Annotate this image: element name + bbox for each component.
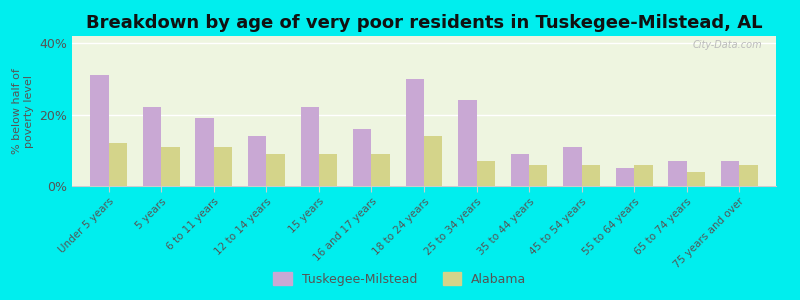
Bar [162, 147, 180, 186]
Bar [668, 161, 686, 186]
Bar [143, 107, 162, 186]
Bar [458, 100, 477, 186]
Bar [582, 165, 600, 186]
Bar [371, 154, 390, 186]
Bar [529, 165, 547, 186]
Bar [214, 147, 232, 186]
Bar [195, 118, 214, 186]
Bar [248, 136, 266, 186]
Bar [319, 154, 338, 186]
Bar [266, 154, 285, 186]
Bar [353, 129, 371, 186]
Bar [634, 165, 653, 186]
Bar [477, 161, 495, 186]
Bar [563, 147, 582, 186]
Bar [739, 165, 758, 186]
Legend: Tuskegee-Milstead, Alabama: Tuskegee-Milstead, Alabama [269, 267, 531, 291]
Bar [406, 79, 424, 186]
Title: Breakdown by age of very poor residents in Tuskegee-Milstead, AL: Breakdown by age of very poor residents … [86, 14, 762, 32]
Bar [721, 161, 739, 186]
Bar [109, 143, 127, 186]
Bar [510, 154, 529, 186]
Text: City-Data.com: City-Data.com [692, 40, 762, 50]
Y-axis label: % below half of
poverty level: % below half of poverty level [12, 68, 34, 154]
Bar [90, 75, 109, 186]
Bar [424, 136, 442, 186]
Bar [301, 107, 319, 186]
Bar [686, 172, 705, 186]
Bar [616, 168, 634, 186]
